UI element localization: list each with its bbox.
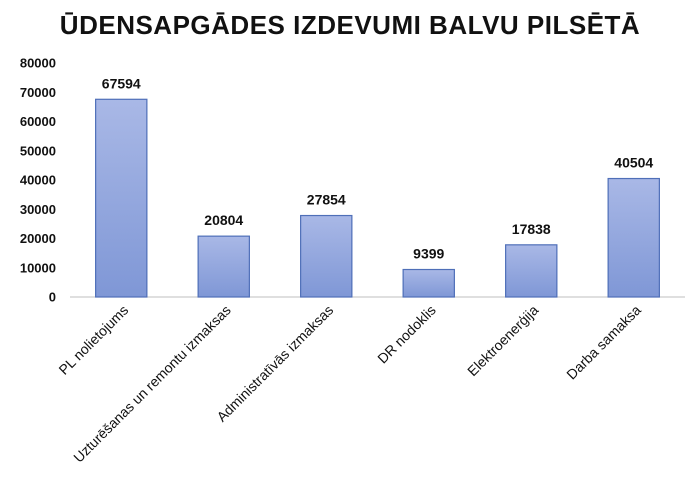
bar: [95, 98, 148, 298]
y-tick-label: 40000: [20, 173, 56, 188]
data-labels: 67594 20804 27854 9399 17838 40504: [102, 75, 654, 261]
y-axis: 0 10000 20000 30000 40000 50000 60000 70000 8000…: [20, 56, 685, 305]
x-tick-label: PL nolietojums: [55, 302, 131, 378]
bar: [300, 214, 353, 298]
bar: [402, 268, 455, 298]
bars: [95, 98, 660, 298]
y-tick-label: 50000: [20, 143, 56, 158]
bar: [607, 177, 660, 298]
chart-title: ŪDENSAPGĀDES IZDEVUMI BALVU PILSĒTĀ: [59, 10, 641, 40]
y-tick-label: 0: [49, 290, 56, 305]
data-label: 27854: [307, 192, 346, 208]
x-tick-label: DR nodoklis: [374, 302, 439, 367]
y-tick-label: 10000: [20, 260, 56, 275]
data-label: 20804: [204, 212, 243, 228]
y-tick-label: 20000: [20, 231, 56, 246]
data-label: 40504: [614, 155, 653, 171]
data-label: 67594: [102, 75, 141, 91]
x-tick-label: Elektroenerģija: [464, 302, 541, 379]
y-tick-label: 70000: [20, 85, 56, 100]
data-label: 17838: [512, 221, 551, 237]
x-tick-label: Administratīvās izmaksas: [213, 302, 336, 425]
y-tick-label: 30000: [20, 202, 56, 217]
y-tick-label: 80000: [20, 56, 56, 71]
y-tick-label: 60000: [20, 114, 56, 129]
data-label: 9399: [413, 246, 444, 262]
bar: [197, 235, 250, 298]
x-tick-label: Darba samaksa: [563, 302, 644, 383]
bar: [505, 244, 558, 298]
